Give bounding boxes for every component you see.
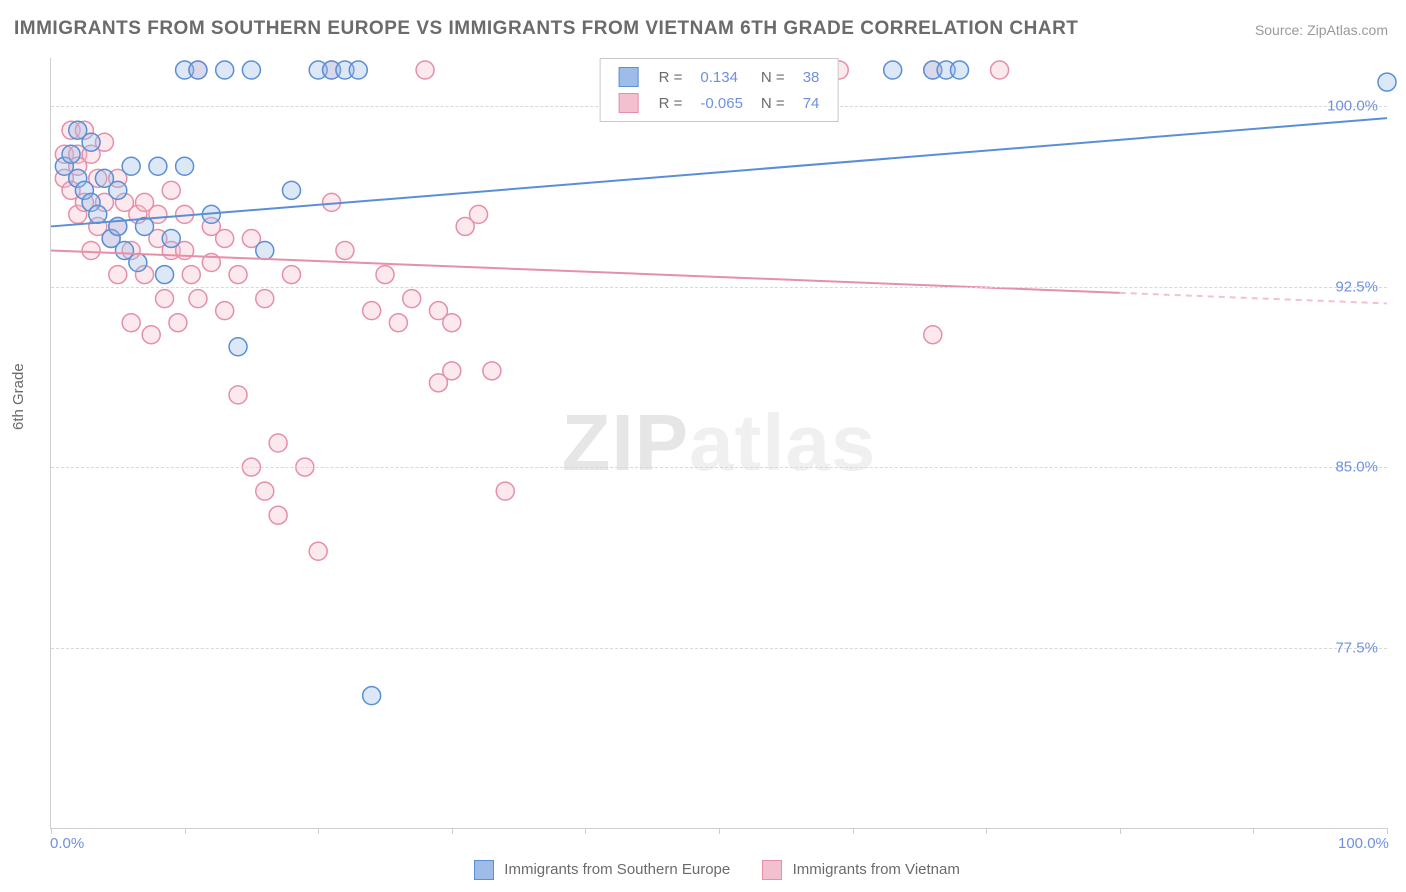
data-point (363, 302, 381, 320)
trend-line (51, 118, 1387, 226)
gridline-h (51, 287, 1387, 288)
x-tick-label: 100.0% (1338, 835, 1389, 852)
data-point (129, 254, 147, 272)
data-point (416, 61, 434, 79)
data-point (109, 181, 127, 199)
data-point (156, 266, 174, 284)
data-point (216, 229, 234, 247)
data-point (443, 362, 461, 380)
data-point (363, 687, 381, 705)
tick-x (1120, 828, 1121, 834)
chart-title: IMMIGRANTS FROM SOUTHERN EUROPE VS IMMIG… (14, 18, 1078, 40)
data-point (443, 314, 461, 332)
data-point (242, 61, 260, 79)
legend-swatch-a (619, 67, 639, 87)
data-point (256, 482, 274, 500)
data-point (256, 242, 274, 260)
data-point (496, 482, 514, 500)
data-point (82, 133, 100, 151)
y-tick-label: 85.0% (1335, 459, 1378, 476)
x-tick-label: 0.0% (50, 835, 84, 852)
data-point (309, 542, 327, 560)
tick-x (185, 828, 186, 834)
data-point (122, 157, 140, 175)
data-point (991, 61, 1009, 79)
y-axis-label: 6th Grade (10, 363, 27, 430)
legend-n-value-b: 74 (795, 91, 828, 115)
tick-x (318, 828, 319, 834)
data-point (269, 506, 287, 524)
data-point (229, 338, 247, 356)
legend-r-value-a: 0.134 (692, 65, 751, 89)
tick-x (986, 828, 987, 834)
tick-x (452, 828, 453, 834)
data-point (162, 181, 180, 199)
source-credit: Source: ZipAtlas.com (1255, 22, 1388, 38)
data-point (470, 205, 488, 223)
data-point (389, 314, 407, 332)
data-point (269, 434, 287, 452)
data-point (229, 386, 247, 404)
data-point (62, 145, 80, 163)
data-point (216, 61, 234, 79)
tick-x (51, 828, 52, 834)
data-point (169, 314, 187, 332)
data-point (142, 326, 160, 344)
legend-row-series-b: R = -0.065 N = 74 (611, 91, 828, 115)
data-point (924, 326, 942, 344)
data-point (483, 362, 501, 380)
tick-x (719, 828, 720, 834)
data-point (156, 290, 174, 308)
data-point (82, 242, 100, 260)
data-point (89, 205, 107, 223)
data-point (403, 290, 421, 308)
data-point (182, 266, 200, 284)
correlation-legend: R = 0.134 N = 38 R = -0.065 N = 74 (600, 58, 839, 122)
data-point (349, 61, 367, 79)
gridline-h (51, 467, 1387, 468)
legend-swatch-b-bottom (762, 860, 782, 880)
legend-swatch-b (619, 93, 639, 113)
y-tick-label: 100.0% (1327, 98, 1378, 115)
data-point (162, 229, 180, 247)
data-point (282, 181, 300, 199)
data-point (1378, 73, 1396, 91)
data-point (122, 314, 140, 332)
y-tick-label: 92.5% (1335, 278, 1378, 295)
legend-n-value-a: 38 (795, 65, 828, 89)
tick-x (585, 828, 586, 834)
data-point (950, 61, 968, 79)
tick-x (853, 828, 854, 834)
plot-svg (51, 58, 1387, 828)
data-point (109, 266, 127, 284)
data-point (149, 157, 167, 175)
data-point (256, 290, 274, 308)
legend-r-value-b: -0.065 (692, 91, 751, 115)
data-point (376, 266, 394, 284)
data-point (884, 61, 902, 79)
plot-area: ZIPatlas R = 0.134 N = 38 R = -0.065 N =… (50, 58, 1387, 829)
tick-x (1387, 828, 1388, 834)
data-point (229, 266, 247, 284)
series-legend: Immigrants from Southern Europe Immigran… (0, 860, 1406, 880)
gridline-h (51, 648, 1387, 649)
legend-label-b: Immigrants from Vietnam (793, 861, 960, 878)
legend-row-series-a: R = 0.134 N = 38 (611, 65, 828, 89)
legend-swatch-a-bottom (474, 860, 494, 880)
legend-label-a: Immigrants from Southern Europe (504, 861, 730, 878)
tick-x (1253, 828, 1254, 834)
data-point (216, 302, 234, 320)
data-point (189, 61, 207, 79)
data-point (336, 242, 354, 260)
y-tick-label: 77.5% (1335, 639, 1378, 656)
data-point (189, 290, 207, 308)
data-point (176, 157, 194, 175)
data-point (282, 266, 300, 284)
